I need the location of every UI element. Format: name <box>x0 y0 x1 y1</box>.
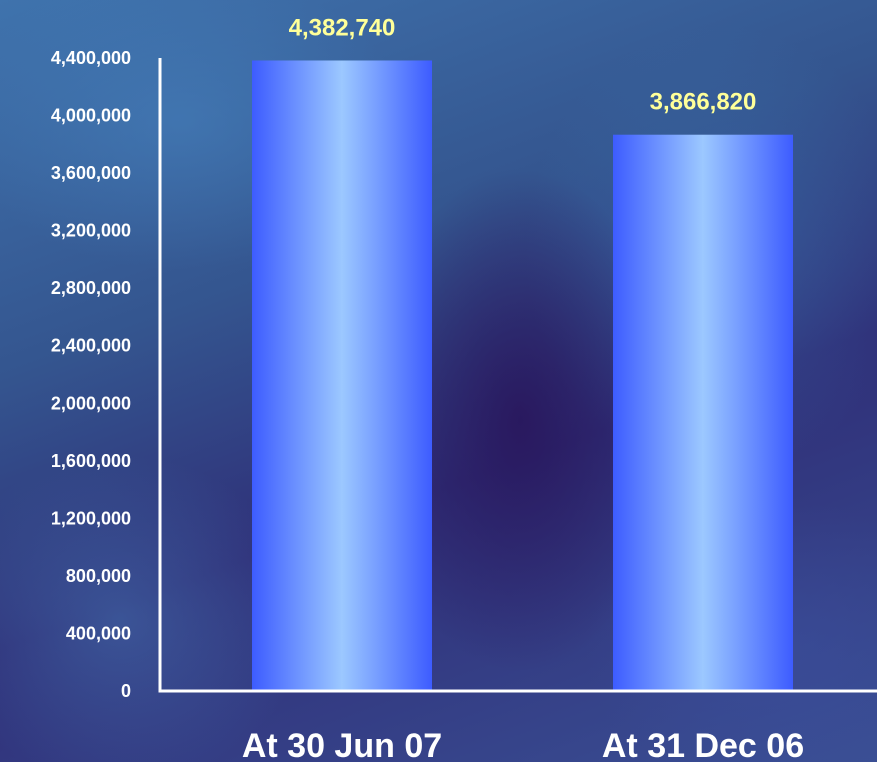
bars <box>252 60 793 692</box>
y-tick-label: 800,000 <box>66 566 131 586</box>
axes <box>158 58 877 693</box>
bar <box>252 60 432 691</box>
bar-value-label: 4,382,740 <box>289 14 396 41</box>
y-tick-label: 2,800,000 <box>51 278 131 298</box>
data-labels: 4,382,740 3,866,820 <box>289 14 757 115</box>
y-tick-label: 3,600,000 <box>51 163 131 183</box>
x-axis-categories: At 30 Jun 07 At 31 Dec 06 <box>242 727 804 762</box>
x-category-label: At 31 Dec 06 <box>602 727 804 762</box>
y-tick-label: 2,400,000 <box>51 336 131 356</box>
y-tick-label: 2,000,000 <box>51 393 131 413</box>
y-tick-label: 0 <box>121 681 131 701</box>
y-tick-label: 400,000 <box>66 623 131 643</box>
x-category-label: At 30 Jun 07 <box>242 727 442 762</box>
y-tick-label: 1,200,000 <box>51 508 131 528</box>
y-tick-label: 4,000,000 <box>51 106 131 126</box>
y-tick-label: 3,200,000 <box>51 221 131 241</box>
y-tick-label: 4,400,000 <box>51 48 131 68</box>
bar-value-label: 3,866,820 <box>650 89 757 116</box>
y-axis-ticks: 0 400,000 800,000 1,200,000 1,600,000 2,000,0… <box>51 48 131 701</box>
bar <box>613 134 793 692</box>
y-tick-label: 1,600,000 <box>51 451 131 471</box>
